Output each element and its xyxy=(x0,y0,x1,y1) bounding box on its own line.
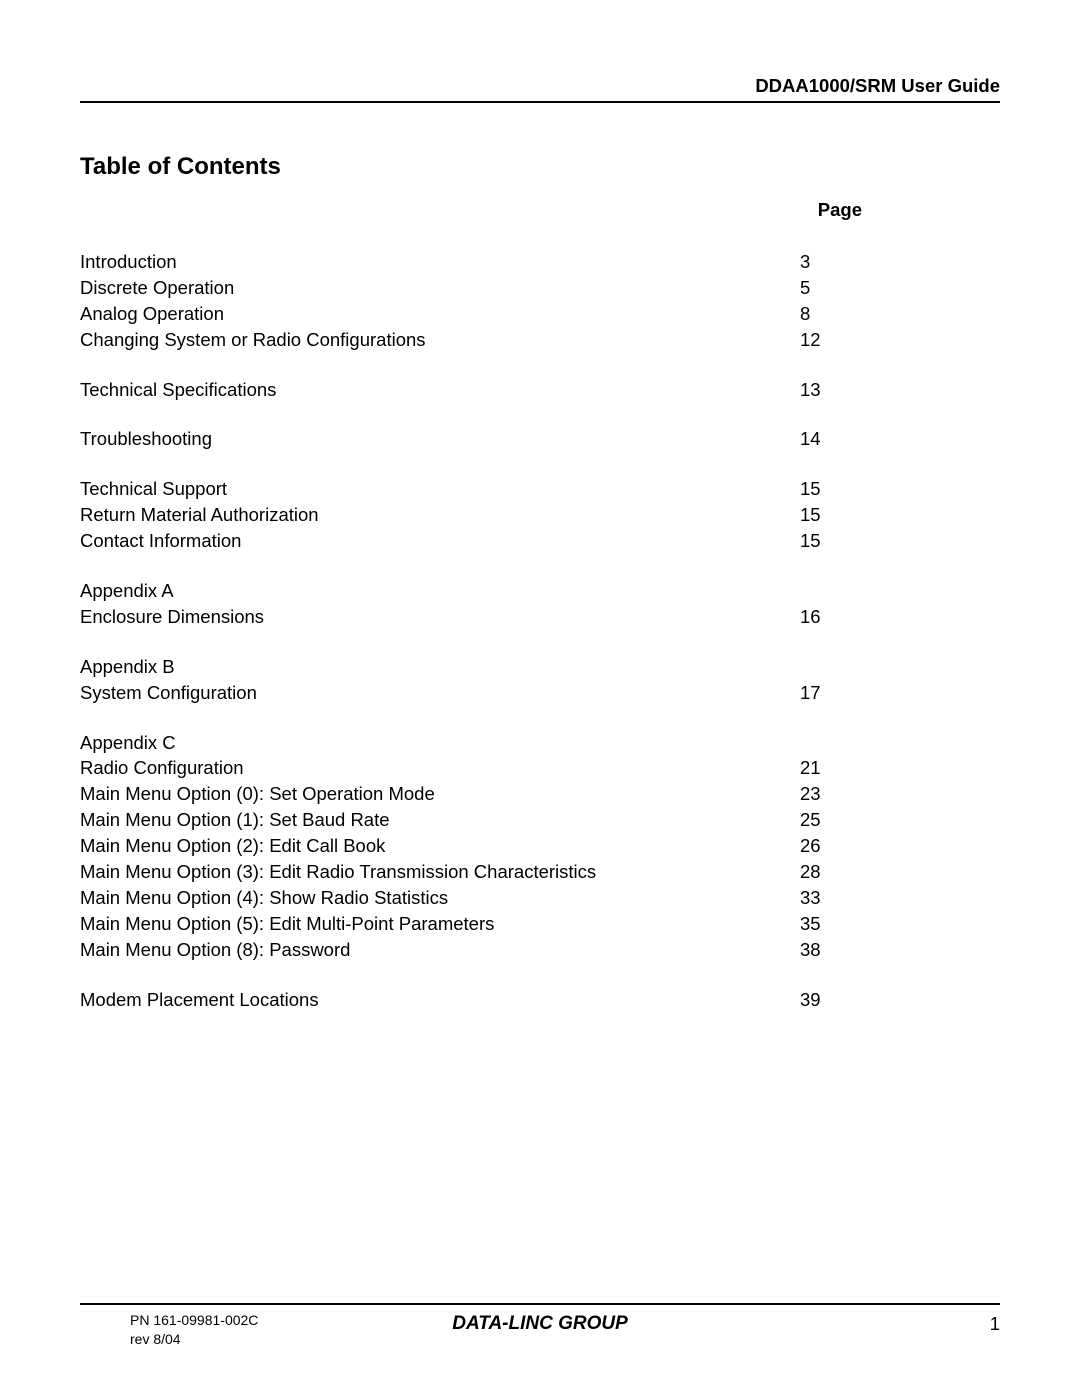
toc-row: Technical Specifications13 xyxy=(80,377,840,403)
toc-entry-page: 12 xyxy=(800,327,840,353)
toc-entry-page: 15 xyxy=(800,528,840,554)
toc-row: Contact Information15 xyxy=(80,528,840,554)
toc-entry-label: Introduction xyxy=(80,249,800,275)
toc-row: Main Menu Option (3): Edit Radio Transmi… xyxy=(80,859,840,885)
toc-title: Table of Contents xyxy=(80,153,1000,181)
toc-entry-label: Appendix B xyxy=(80,654,800,680)
toc-row: Main Menu Option (1): Set Baud Rate25 xyxy=(80,807,840,833)
toc-entry-page: 23 xyxy=(800,781,840,807)
toc-row: Main Menu Option (4): Show Radio Statist… xyxy=(80,885,840,911)
toc-entry-label: Contact Information xyxy=(80,528,800,554)
toc-content: Introduction3Discrete Operation5Analog O… xyxy=(80,249,1000,1012)
toc-entry-page xyxy=(800,578,840,604)
toc-entry-label: Troubleshooting xyxy=(80,426,800,452)
toc-entry-label: Return Material Authorization xyxy=(80,502,800,528)
toc-entry-page: 15 xyxy=(800,502,840,528)
toc-entry-label: Main Menu Option (1): Set Baud Rate xyxy=(80,807,800,833)
toc-entry-label: Appendix A xyxy=(80,578,800,604)
toc-entry-label: System Configuration xyxy=(80,680,800,706)
toc-entry-page: 25 xyxy=(800,807,840,833)
toc-entry-label: Radio Configuration xyxy=(80,755,800,781)
toc-row: System Configuration17 xyxy=(80,680,840,706)
toc-group: Introduction3Discrete Operation5Analog O… xyxy=(80,249,840,353)
toc-entry-page: 39 xyxy=(800,987,840,1013)
toc-entry-label: Main Menu Option (5): Edit Multi-Point P… xyxy=(80,911,800,937)
toc-group: Appendix CRadio Configuration21Main Menu… xyxy=(80,730,840,963)
toc-row: Modem Placement Locations39 xyxy=(80,987,840,1013)
toc-row: Discrete Operation5 xyxy=(80,275,840,301)
toc-row: Main Menu Option (5): Edit Multi-Point P… xyxy=(80,911,840,937)
toc-entry-page: 3 xyxy=(800,249,840,275)
toc-group: Troubleshooting14 xyxy=(80,426,840,452)
toc-row: Main Menu Option (0): Set Operation Mode… xyxy=(80,781,840,807)
toc-row: Analog Operation8 xyxy=(80,301,840,327)
toc-entry-page: 33 xyxy=(800,885,840,911)
toc-entry-label: Technical Specifications xyxy=(80,377,800,403)
toc-entry-page: 14 xyxy=(800,426,840,452)
toc-entry-label: Technical Support xyxy=(80,476,800,502)
toc-row: Appendix A xyxy=(80,578,840,604)
toc-row: Troubleshooting14 xyxy=(80,426,840,452)
toc-entry-label: Main Menu Option (0): Set Operation Mode xyxy=(80,781,800,807)
toc-entry-label: Main Menu Option (4): Show Radio Statist… xyxy=(80,885,800,911)
toc-entry-page xyxy=(800,654,840,680)
toc-row: Appendix B xyxy=(80,654,840,680)
toc-entry-label: Main Menu Option (8): Password xyxy=(80,937,800,963)
toc-entry-label: Enclosure Dimensions xyxy=(80,604,800,630)
toc-entry-page: 15 xyxy=(800,476,840,502)
toc-group: Modem Placement Locations39 xyxy=(80,987,840,1013)
toc-group: Technical Specifications13 xyxy=(80,377,840,403)
toc-group: Appendix AEnclosure Dimensions16 xyxy=(80,578,840,630)
toc-entry-page: 16 xyxy=(800,604,840,630)
toc-entry-label: Modem Placement Locations xyxy=(80,987,800,1013)
toc-entry-page xyxy=(800,730,840,756)
toc-entry-page: 28 xyxy=(800,859,840,885)
toc-row: Main Menu Option (8): Password38 xyxy=(80,937,840,963)
footer-company-name: DATA-LINC GROUP xyxy=(80,1313,1000,1335)
toc-row: Changing System or Radio Configurations1… xyxy=(80,327,840,353)
toc-entry-label: Discrete Operation xyxy=(80,275,800,301)
toc-row: Technical Support15 xyxy=(80,476,840,502)
toc-group: Appendix BSystem Configuration17 xyxy=(80,654,840,706)
page-footer: PN 161-09981-002C rev 8/04 DATA-LINC GRO… xyxy=(80,1303,1000,1349)
toc-entry-label: Main Menu Option (2): Edit Call Book xyxy=(80,833,800,859)
toc-row: Appendix C xyxy=(80,730,840,756)
toc-entry-page: 17 xyxy=(800,680,840,706)
toc-entry-label: Analog Operation xyxy=(80,301,800,327)
toc-group: Technical Support15Return Material Autho… xyxy=(80,476,840,554)
document-page: DDAA1000/SRM User Guide Table of Content… xyxy=(0,0,1080,1397)
toc-entry-page: 38 xyxy=(800,937,840,963)
toc-entry-page: 13 xyxy=(800,377,840,403)
toc-entry-label: Main Menu Option (3): Edit Radio Transmi… xyxy=(80,859,800,885)
toc-entry-page: 21 xyxy=(800,755,840,781)
toc-row: Main Menu Option (2): Edit Call Book26 xyxy=(80,833,840,859)
toc-entry-label: Changing System or Radio Configurations xyxy=(80,327,800,353)
toc-row: Return Material Authorization15 xyxy=(80,502,840,528)
toc-entry-page: 8 xyxy=(800,301,840,327)
toc-entry-page: 35 xyxy=(800,911,840,937)
toc-entry-label: Appendix C xyxy=(80,730,800,756)
toc-entry-page: 26 xyxy=(800,833,840,859)
header-rule: DDAA1000/SRM User Guide xyxy=(80,75,1000,103)
toc-entry-page: 5 xyxy=(800,275,840,301)
footer-rule: PN 161-09981-002C rev 8/04 DATA-LINC GRO… xyxy=(80,1303,1000,1349)
toc-row: Radio Configuration21 xyxy=(80,755,840,781)
toc-row: Introduction3 xyxy=(80,249,840,275)
toc-page-column-header: Page xyxy=(80,199,1000,221)
document-header-title: DDAA1000/SRM User Guide xyxy=(80,75,1000,97)
toc-row: Enclosure Dimensions16 xyxy=(80,604,840,630)
